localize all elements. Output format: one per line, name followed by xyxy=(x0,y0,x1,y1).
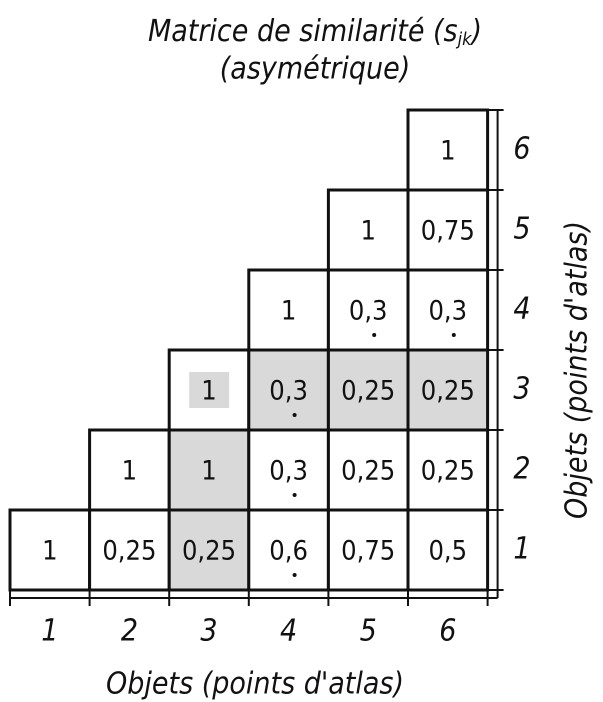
cell-value: 0,25 xyxy=(341,376,395,407)
x-tick-label: 2 xyxy=(121,614,138,649)
matrix: 1 0,25 0,25 0,6 0,75 0,5 1 1 0,3 0,25 0,25 1 0,3 0,25… xyxy=(8,108,531,649)
cell-value: 1 xyxy=(281,296,296,327)
cell-value: 0,25 xyxy=(421,376,475,407)
cell-value: 1 xyxy=(201,376,216,407)
repeat-dot xyxy=(451,333,456,337)
cell-value: 0,3 xyxy=(349,296,388,327)
x-tick-label: 3 xyxy=(200,614,217,649)
cell-box xyxy=(88,508,171,592)
cell-box xyxy=(8,508,92,592)
cell-value: 0,3 xyxy=(428,296,467,327)
cell-shade xyxy=(189,372,230,408)
cell-value: 1 xyxy=(42,536,57,567)
cell-box xyxy=(406,428,490,512)
subtitle: (asymétrique) xyxy=(220,52,411,87)
cell-box xyxy=(326,268,410,352)
cell-value: 0,25 xyxy=(182,536,236,567)
cell-box xyxy=(326,428,410,512)
cell-value: 0,25 xyxy=(102,536,156,567)
cell-value: 0,3 xyxy=(269,456,308,487)
cell-box xyxy=(88,428,171,512)
cell-box xyxy=(326,188,410,272)
title-end: ) xyxy=(470,14,483,49)
x-axis-label: Objets (points d'atlas) xyxy=(106,667,404,702)
cell-box xyxy=(406,348,490,432)
title-subscript: jk xyxy=(456,29,473,50)
y-axis-label: Objets (points d'atlas) xyxy=(560,221,595,519)
cell-value: 0,6 xyxy=(269,536,308,567)
y-tick-label: 6 xyxy=(513,132,530,167)
title: Matrice de similarité (sjk) xyxy=(148,14,482,51)
cell-value: 0,25 xyxy=(341,456,395,487)
cell-value: 0,3 xyxy=(269,376,308,407)
x-tick-label: 5 xyxy=(360,614,377,649)
repeat-dot xyxy=(292,573,297,577)
y-tick-label: 1 xyxy=(513,532,530,567)
y-tick-label: 3 xyxy=(513,372,530,407)
cell-value: 1 xyxy=(440,136,455,167)
cell-box xyxy=(247,348,330,432)
cell-value: 1 xyxy=(122,456,137,487)
repeat-dot xyxy=(372,333,377,337)
cell-value: 1 xyxy=(201,456,216,487)
title-main: Matrice de similarité (s xyxy=(148,14,458,49)
cell-box xyxy=(247,428,330,512)
cell-box xyxy=(406,108,490,192)
cell-value: 0,75 xyxy=(341,536,395,567)
repeat-dot xyxy=(292,413,297,417)
cell-value: 1 xyxy=(360,216,375,247)
cell-box xyxy=(167,428,251,512)
cell-value: 0,75 xyxy=(421,216,475,247)
cell-value: 0,5 xyxy=(428,536,467,567)
y-tick-label: 5 xyxy=(513,212,530,247)
repeat-dot xyxy=(292,493,297,497)
cell-box xyxy=(247,268,330,352)
x-tick-label: 4 xyxy=(280,614,297,649)
cell-box xyxy=(406,508,490,592)
y-tick-label: 4 xyxy=(513,292,530,327)
cell-value: 0,25 xyxy=(421,456,475,487)
y-tick-label: 2 xyxy=(513,452,530,487)
x-tick-label: 6 xyxy=(439,614,456,649)
cell-box xyxy=(406,268,490,352)
x-tick-label: 1 xyxy=(41,614,58,649)
cell-box xyxy=(406,188,490,272)
